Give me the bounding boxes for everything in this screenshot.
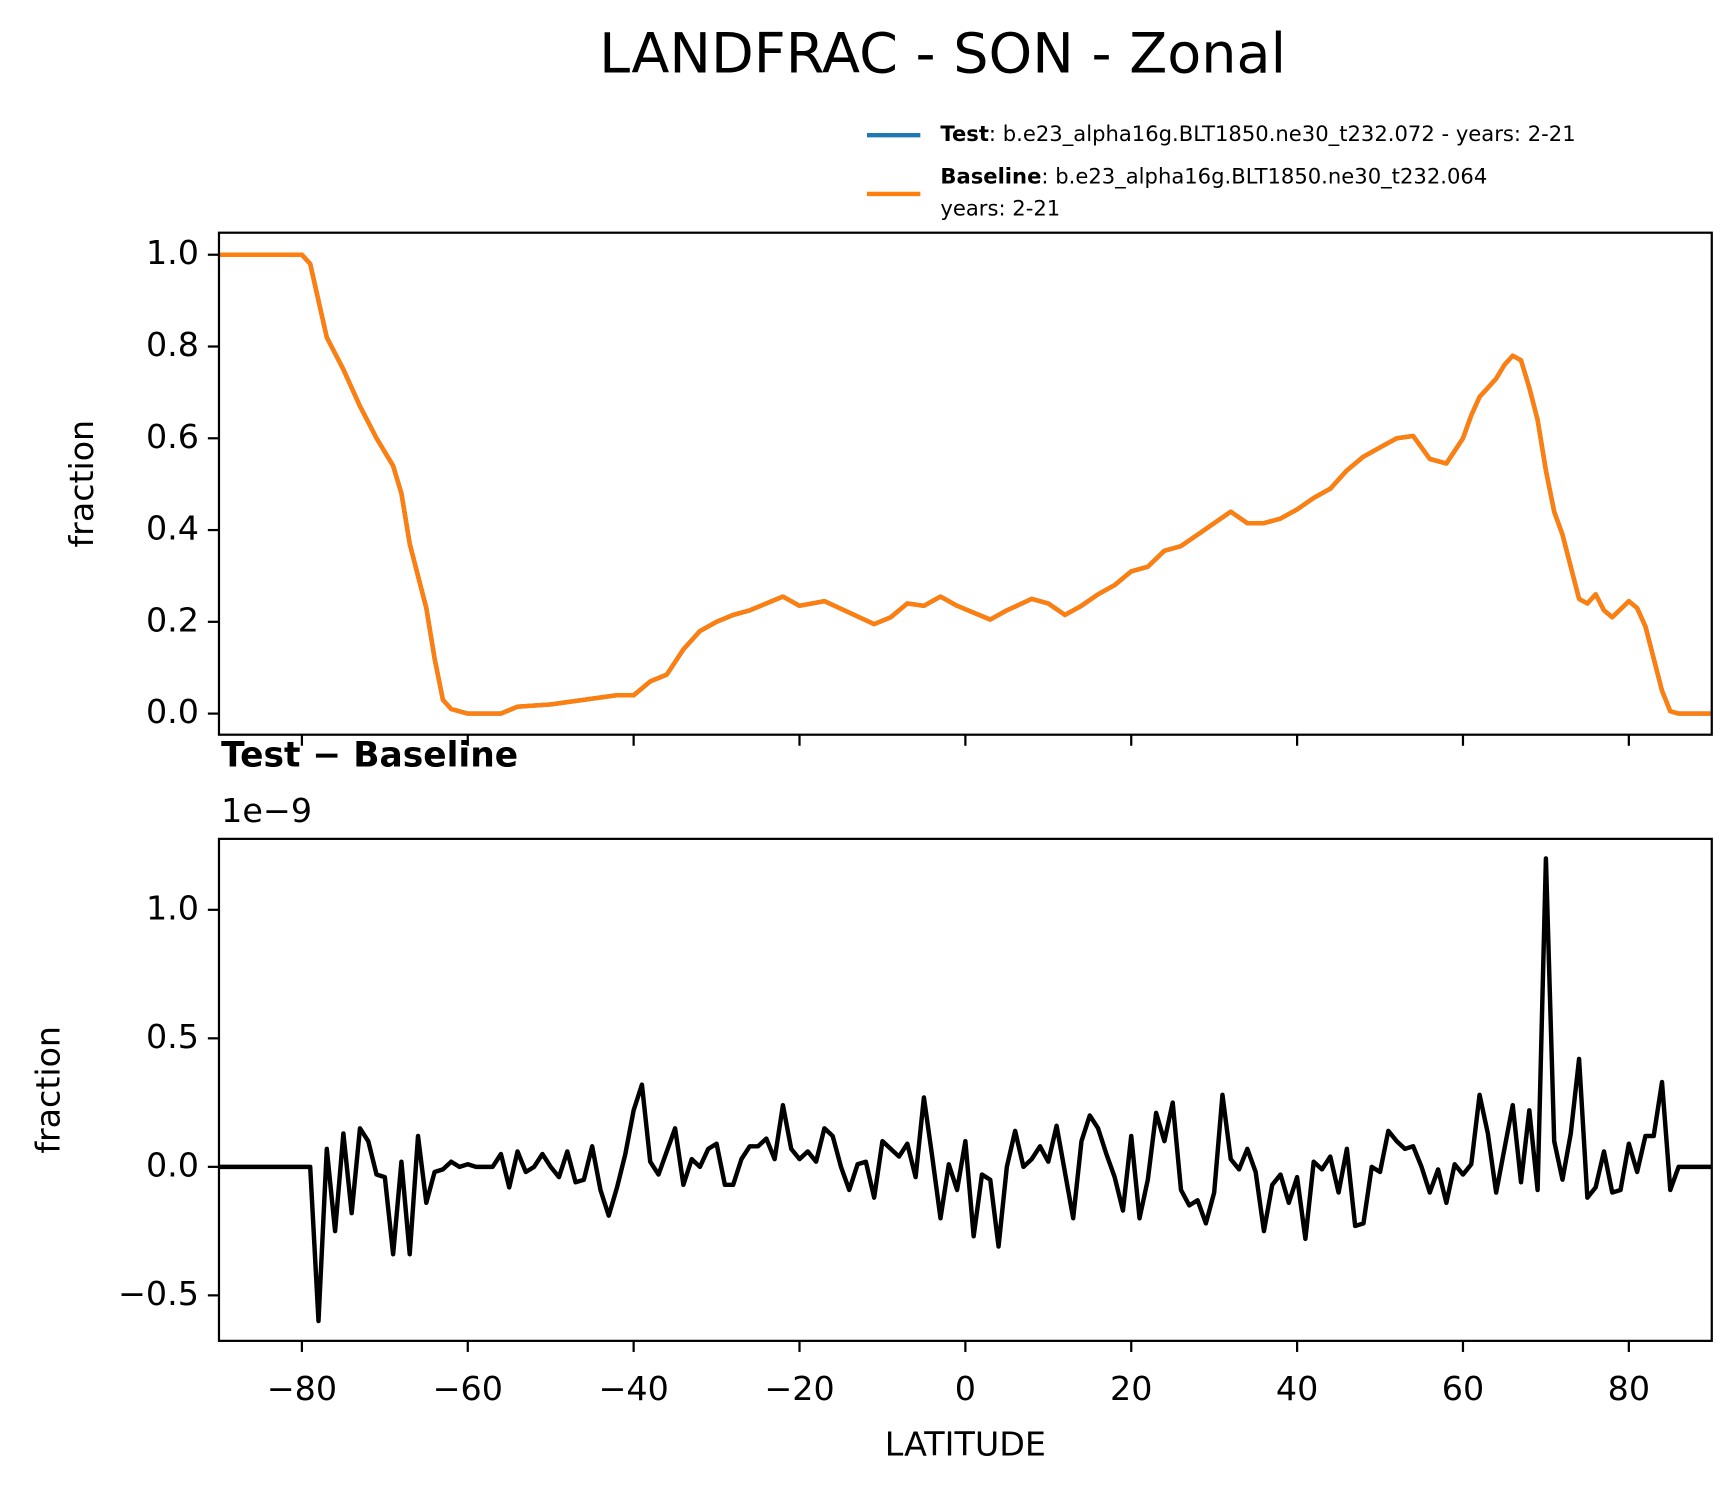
y-tick-label: 1.0 (146, 888, 199, 927)
y-axis-label: fraction (28, 1026, 67, 1154)
axes-title: Test − Baseline (221, 735, 518, 775)
offset-label: 1e−9 (221, 791, 312, 830)
y-tick-label: 0.8 (146, 325, 199, 364)
y-tick-label: 0.2 (146, 600, 199, 639)
legend-description: : b.e23_alpha16g.BLT1850.ne30_t232.064 (1041, 163, 1487, 189)
x-tick-label: 40 (1276, 1369, 1318, 1408)
data-line (218, 252, 1712, 716)
y-tick-label: 1.0 (146, 233, 199, 272)
legend-description: years: 2-21 (940, 195, 1060, 220)
x-tick-label: 60 (1442, 1369, 1484, 1408)
x-tick-label: 0 (955, 1369, 976, 1408)
x-tick-label: −80 (267, 1369, 337, 1408)
y-axis-label: fraction (62, 420, 101, 548)
y-tick-label: 0.0 (146, 692, 199, 731)
legend-name: Baseline (940, 163, 1041, 188)
figure-title: LANDFRAC - SON - Zonal (599, 22, 1286, 87)
y-tick-label: 0.4 (146, 509, 199, 548)
legend-name: Test (940, 121, 989, 146)
legend-entry: Baseline: b.e23_alpha16g.BLT1850.ne30_t2… (940, 163, 1487, 189)
data-line (218, 856, 1712, 1324)
x-tick-label: 80 (1608, 1369, 1650, 1408)
x-axis-label: LATITUDE (885, 1425, 1046, 1464)
x-tick-label: −60 (433, 1369, 503, 1408)
x-tick-label: −40 (598, 1369, 668, 1408)
axes-frame (217, 231, 1713, 736)
x-tick-label: 20 (1110, 1369, 1152, 1408)
legend-description: : b.e23_alpha16g.BLT1850.ne30_t232.072 -… (989, 121, 1576, 147)
y-tick-label: 0.5 (146, 1017, 199, 1056)
y-tick-label: 0.0 (146, 1145, 199, 1184)
y-tick-label: −0.5 (118, 1274, 199, 1313)
legend-entry: years: 2-21 (940, 195, 1060, 220)
y-tick-label: 0.6 (146, 417, 199, 456)
x-tick-label: −20 (764, 1369, 834, 1408)
legend-entry: Test: b.e23_alpha16g.BLT1850.ne30_t232.0… (940, 121, 1575, 147)
axes-frame (217, 837, 1713, 1342)
